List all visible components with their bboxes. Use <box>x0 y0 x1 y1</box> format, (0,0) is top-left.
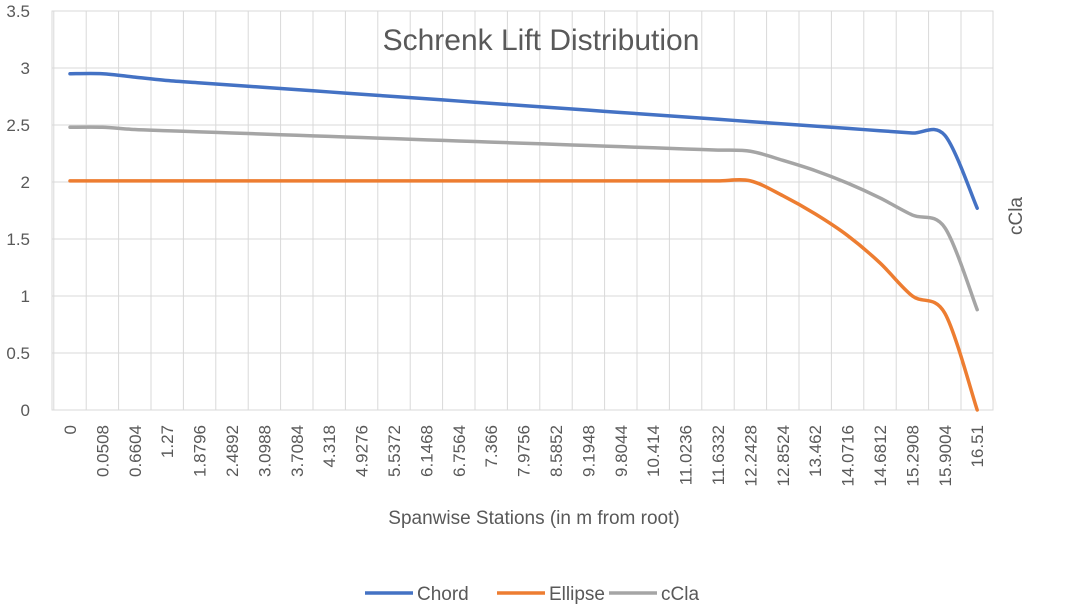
x-tick-label: 3.0988 <box>255 425 274 477</box>
legend-label: Ellipse <box>549 584 605 605</box>
x-tick-label: 15.2908 <box>903 425 922 486</box>
x-tick-label: 5.5372 <box>385 425 404 477</box>
x-tick-label: 7.9756 <box>515 425 534 477</box>
x-tick-label: 6.1468 <box>417 425 436 477</box>
x-tick-label: 0.6604 <box>126 425 145 477</box>
series-lines <box>68 71 979 412</box>
x-tick-label: 11.6332 <box>709 425 728 485</box>
y2-axis-label: cCla <box>1006 197 1027 235</box>
x-tick-label: 14.6812 <box>871 425 890 486</box>
x-tick-label: 12.2428 <box>741 425 760 486</box>
x-tick-label: 10.414 <box>644 425 663 477</box>
legend-item-ellipse: Ellipse <box>497 584 605 605</box>
x-tick-label: 15.9004 <box>936 425 955 486</box>
legend-label: cCla <box>661 584 699 605</box>
x-tick-label: 16.51 <box>968 425 987 468</box>
x-tick-label: 9.1948 <box>579 425 598 477</box>
x-tick-label: 12.8524 <box>774 425 793 486</box>
x-tick-label: 0.0508 <box>93 425 112 477</box>
y-tick-label: 2 <box>21 173 30 192</box>
series-line-chord <box>68 71 979 210</box>
x-tick-label: 1.8796 <box>191 425 210 477</box>
y-tick-label: 2.5 <box>6 116 30 135</box>
y-axis-ticks: 0 0.5 1 1.5 2 2.5 3 3.5 <box>6 2 30 420</box>
series-line-ellipse <box>68 178 979 412</box>
y-tick-label: 0.5 <box>6 344 30 363</box>
plot-area-border <box>51 10 994 411</box>
x-tick-label: 3.7084 <box>288 425 307 477</box>
y-tick-label: 1 <box>21 287 30 306</box>
x-axis-ticks: 0 0.0508 0.6604 1.27 1.8796 2.4892 3.0988 3.708… <box>61 425 987 486</box>
x-tick-label: 4.9276 <box>353 425 372 477</box>
legend: Chord Ellipse cCla <box>365 584 699 605</box>
y-tick-label: 0 <box>21 401 30 420</box>
x-axis-label: Spanwise Stations (in m from root) <box>388 508 679 529</box>
series-line-ccla <box>68 125 979 312</box>
legend-item-chord: Chord <box>365 584 469 605</box>
gridlines <box>51 10 994 411</box>
y-tick-label: 3.5 <box>6 2 30 21</box>
legend-item-ccla: cCla <box>609 584 699 605</box>
x-tick-label: 6.7564 <box>450 425 469 477</box>
x-tick-label: 9.8044 <box>612 425 631 477</box>
x-tick-label: 2.4892 <box>223 425 242 477</box>
y-tick-label: 3 <box>21 59 30 78</box>
chart-title: Schrenk Lift Distribution <box>383 24 700 57</box>
x-tick-label: 7.366 <box>482 425 501 468</box>
x-tick-label: 11.0236 <box>677 425 696 485</box>
x-tick-label: 4.318 <box>320 425 339 468</box>
x-tick-label: 8.5852 <box>547 425 566 477</box>
y-tick-label: 1.5 <box>6 230 30 249</box>
x-tick-label: 1.27 <box>158 425 177 458</box>
x-tick-label: 0 <box>61 425 80 434</box>
x-tick-label: 14.0716 <box>839 425 858 486</box>
legend-label: Chord <box>417 584 469 605</box>
x-tick-label: 13.462 <box>806 425 825 477</box>
